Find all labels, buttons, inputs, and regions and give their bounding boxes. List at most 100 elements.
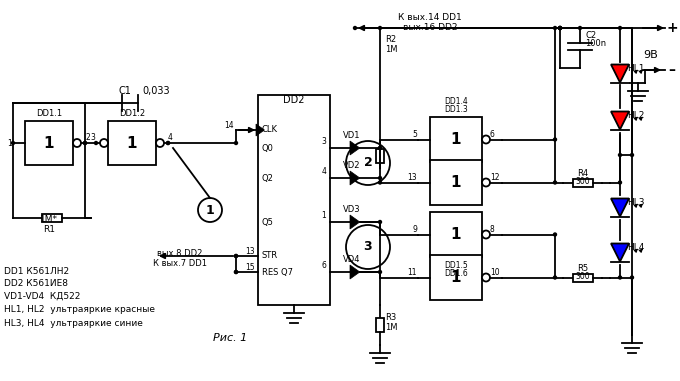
Bar xyxy=(573,274,592,282)
Circle shape xyxy=(73,139,81,147)
Polygon shape xyxy=(350,265,360,279)
Text: HL2: HL2 xyxy=(628,111,645,120)
Polygon shape xyxy=(611,243,629,261)
Circle shape xyxy=(234,254,238,258)
Circle shape xyxy=(553,232,557,237)
Polygon shape xyxy=(611,64,629,83)
Circle shape xyxy=(558,26,562,30)
Text: вых.8 DD2: вых.8 DD2 xyxy=(157,250,203,258)
Text: 1: 1 xyxy=(451,227,461,242)
Text: 3: 3 xyxy=(90,133,95,142)
Text: 6: 6 xyxy=(490,130,495,139)
Circle shape xyxy=(553,180,557,185)
Circle shape xyxy=(558,26,562,30)
Circle shape xyxy=(353,26,357,30)
Text: DD1.3: DD1.3 xyxy=(444,104,468,114)
Polygon shape xyxy=(256,124,265,136)
Circle shape xyxy=(346,225,390,269)
Circle shape xyxy=(166,141,170,145)
Bar xyxy=(430,160,482,205)
Text: 1: 1 xyxy=(7,139,12,147)
Bar xyxy=(430,212,482,257)
Circle shape xyxy=(156,139,164,147)
Text: 300: 300 xyxy=(575,272,590,281)
Text: 1М: 1М xyxy=(385,45,398,53)
Text: VD3: VD3 xyxy=(343,205,361,215)
Circle shape xyxy=(553,137,557,142)
Text: 3: 3 xyxy=(321,138,326,147)
Circle shape xyxy=(378,220,382,224)
Polygon shape xyxy=(350,215,360,229)
Text: 8: 8 xyxy=(490,225,495,234)
Circle shape xyxy=(198,198,222,222)
Circle shape xyxy=(482,274,490,282)
Circle shape xyxy=(234,141,238,145)
Bar xyxy=(25,121,73,165)
Text: HL3, HL4  ультраяркие синие: HL3, HL4 ультраяркие синие xyxy=(4,320,143,328)
Text: Q2: Q2 xyxy=(262,173,274,182)
Text: DD1.6: DD1.6 xyxy=(444,269,468,277)
Circle shape xyxy=(553,275,557,280)
Circle shape xyxy=(558,26,562,30)
Circle shape xyxy=(11,141,15,145)
Text: DD2 К561ИЕ8: DD2 К561ИЕ8 xyxy=(4,280,68,288)
Circle shape xyxy=(378,146,382,150)
Text: +: + xyxy=(666,21,678,35)
Text: STR: STR xyxy=(262,251,278,261)
Text: 1М*: 1М* xyxy=(40,216,58,224)
Text: DD1.1: DD1.1 xyxy=(36,109,62,117)
Bar xyxy=(376,149,384,163)
Text: DD2: DD2 xyxy=(284,95,305,105)
Circle shape xyxy=(618,275,622,280)
Bar xyxy=(430,117,482,162)
Text: HL4: HL4 xyxy=(628,243,645,252)
Bar xyxy=(42,214,62,222)
Polygon shape xyxy=(611,199,629,216)
Text: C2: C2 xyxy=(585,30,596,40)
Bar xyxy=(573,179,592,187)
Text: 5: 5 xyxy=(412,130,417,139)
Circle shape xyxy=(482,179,490,187)
Text: R4: R4 xyxy=(577,169,588,178)
Bar xyxy=(108,121,156,165)
Circle shape xyxy=(234,270,238,274)
Circle shape xyxy=(83,141,87,145)
Text: 1: 1 xyxy=(126,136,137,150)
Text: 1: 1 xyxy=(44,136,54,150)
Text: 9В: 9В xyxy=(644,50,658,60)
Text: C1: C1 xyxy=(118,86,131,96)
Text: R5: R5 xyxy=(577,264,588,273)
Bar xyxy=(258,95,330,305)
Text: 11: 11 xyxy=(407,268,417,277)
Circle shape xyxy=(482,231,490,239)
Text: 1: 1 xyxy=(451,132,461,147)
Text: 4: 4 xyxy=(168,133,173,142)
Circle shape xyxy=(558,26,562,30)
Circle shape xyxy=(100,139,108,147)
Text: RES Q7: RES Q7 xyxy=(262,267,293,277)
Circle shape xyxy=(378,270,382,274)
Bar xyxy=(376,318,384,332)
Text: 13: 13 xyxy=(245,247,255,256)
Text: Q0: Q0 xyxy=(262,144,274,152)
Text: 10: 10 xyxy=(490,268,500,277)
Text: 13: 13 xyxy=(407,173,417,182)
Circle shape xyxy=(378,146,382,150)
Text: 6: 6 xyxy=(321,261,326,271)
Text: VD1: VD1 xyxy=(343,131,361,141)
Text: Q5: Q5 xyxy=(262,218,274,226)
Circle shape xyxy=(378,26,382,30)
Text: 1: 1 xyxy=(205,203,214,216)
Text: R1: R1 xyxy=(43,226,55,234)
Text: R2: R2 xyxy=(385,35,396,45)
Bar xyxy=(430,255,482,300)
Text: HL3: HL3 xyxy=(627,198,645,207)
Circle shape xyxy=(378,180,382,185)
Circle shape xyxy=(630,153,634,157)
Text: DD1.2: DD1.2 xyxy=(119,109,145,117)
Text: 2: 2 xyxy=(364,157,373,170)
Text: R3: R3 xyxy=(385,314,396,322)
Text: 14: 14 xyxy=(224,122,234,131)
Circle shape xyxy=(482,136,490,144)
Circle shape xyxy=(94,141,98,145)
